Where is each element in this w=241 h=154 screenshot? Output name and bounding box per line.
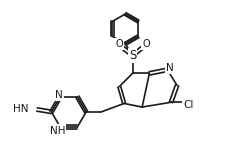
Text: NH: NH — [50, 126, 66, 136]
Text: HN: HN — [13, 104, 29, 114]
Text: O: O — [142, 39, 150, 49]
Text: O: O — [115, 39, 123, 49]
Text: Cl: Cl — [183, 100, 194, 110]
Text: S: S — [129, 49, 136, 62]
Text: N: N — [55, 90, 63, 100]
Text: N: N — [166, 63, 174, 73]
